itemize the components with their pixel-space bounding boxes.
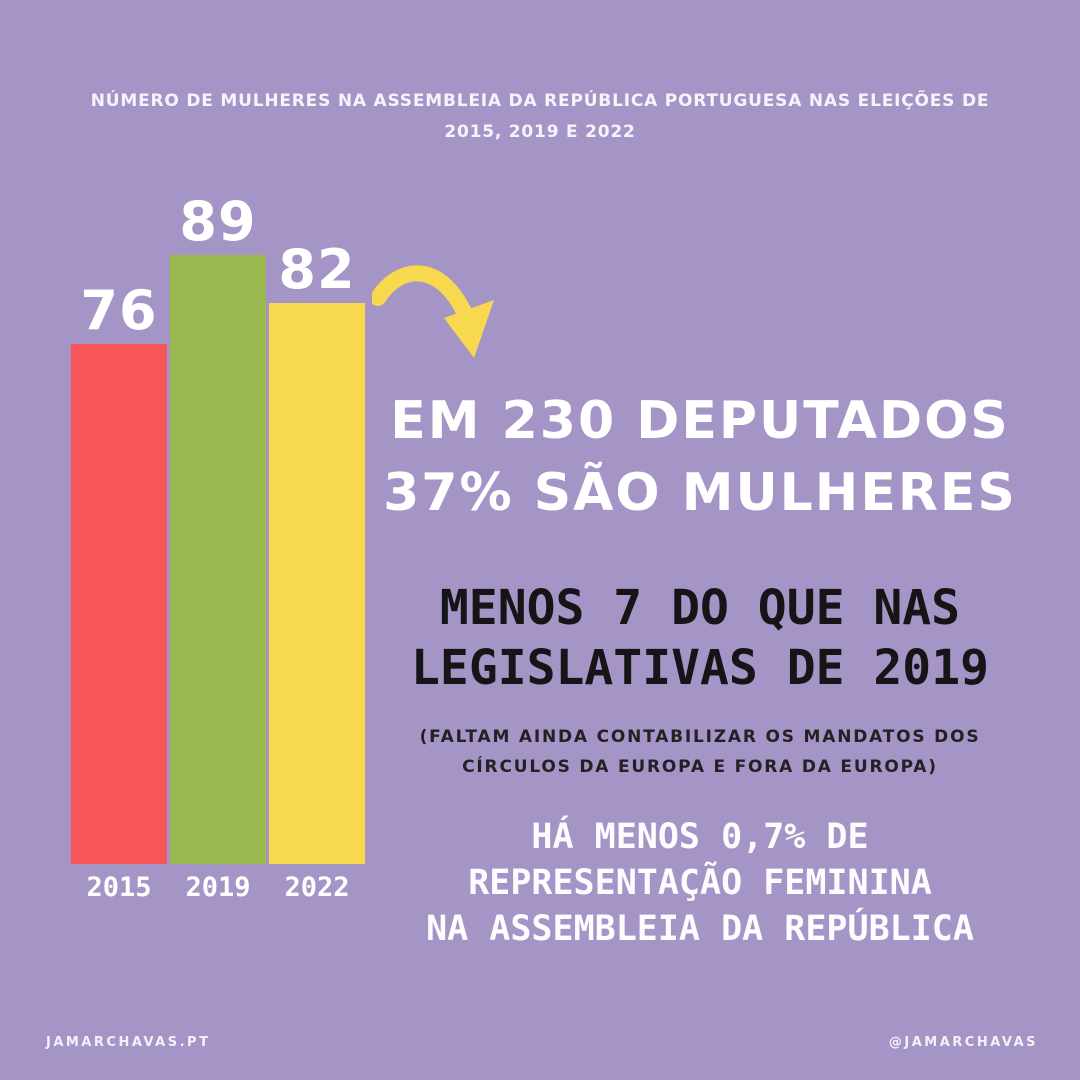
bar-value-label: 89: [179, 190, 257, 253]
bar-group-2015: 76: [71, 284, 167, 864]
headline: EM 230 DEPUTADOS 37% SÃO MULHERES: [368, 385, 1032, 529]
subheadline-line1: MENOS 7 DO QUE NAS: [439, 580, 961, 636]
bar-value-label: 82: [278, 238, 356, 301]
curved-arrow-icon: [372, 265, 494, 358]
bar-2019: [170, 255, 266, 864]
bar-group-2019: 89: [170, 195, 266, 864]
page-title: NÚMERO DE MULHERES NA ASSEMBLEIA DA REPÚ…: [90, 91, 990, 142]
stat: HÁ MENOS 0,7% DE REPRESENTAÇÃO FEMININA …: [368, 814, 1032, 952]
note: (FALTAM AINDA CONTABILIZAR OS MANDATOS D…: [368, 722, 1032, 782]
footer-handle: @JAMARCHAVAS: [888, 1035, 1038, 1050]
footer-site: JAMARCHAVAS.PT: [46, 1035, 211, 1050]
note-line1: (FALTAM AINDA CONTABILIZAR OS MANDATOS D…: [419, 727, 981, 747]
headline-line1: EM 230 DEPUTADOS: [390, 391, 1010, 451]
bar-chart-bars: 76 89 82: [71, 195, 365, 864]
note-line2: CÍRCULOS DA EUROPA E FORA DA EUROPA): [462, 757, 938, 777]
bar-chart-year-labels: 2015 2019 2022: [71, 872, 365, 903]
bar-year-label: 2015: [86, 872, 152, 903]
bar-group-2022: 82: [269, 243, 365, 864]
bar-2015: [71, 344, 167, 864]
bar-year-label: 2019: [185, 872, 251, 903]
bar-2022: [269, 303, 365, 864]
bar-year-label: 2022: [284, 872, 350, 903]
stat-line3: NA ASSEMBLEIA DA REPÚBLICA: [426, 909, 974, 949]
stat-line2: REPRESENTAÇÃO FEMININA: [468, 863, 932, 903]
stat-line1: HÁ MENOS 0,7% DE: [531, 817, 869, 857]
subheadline-line2: LEGISLATIVAS DE 2019: [411, 640, 989, 696]
bar-value-label: 76: [80, 279, 158, 342]
bar-chart: 76 89 82 2015 2019 2022: [71, 195, 365, 903]
headline-line2: 37% SÃO MULHERES: [383, 463, 1017, 523]
subheadline: MENOS 7 DO QUE NAS LEGISLATIVAS DE 2019: [368, 578, 1032, 698]
